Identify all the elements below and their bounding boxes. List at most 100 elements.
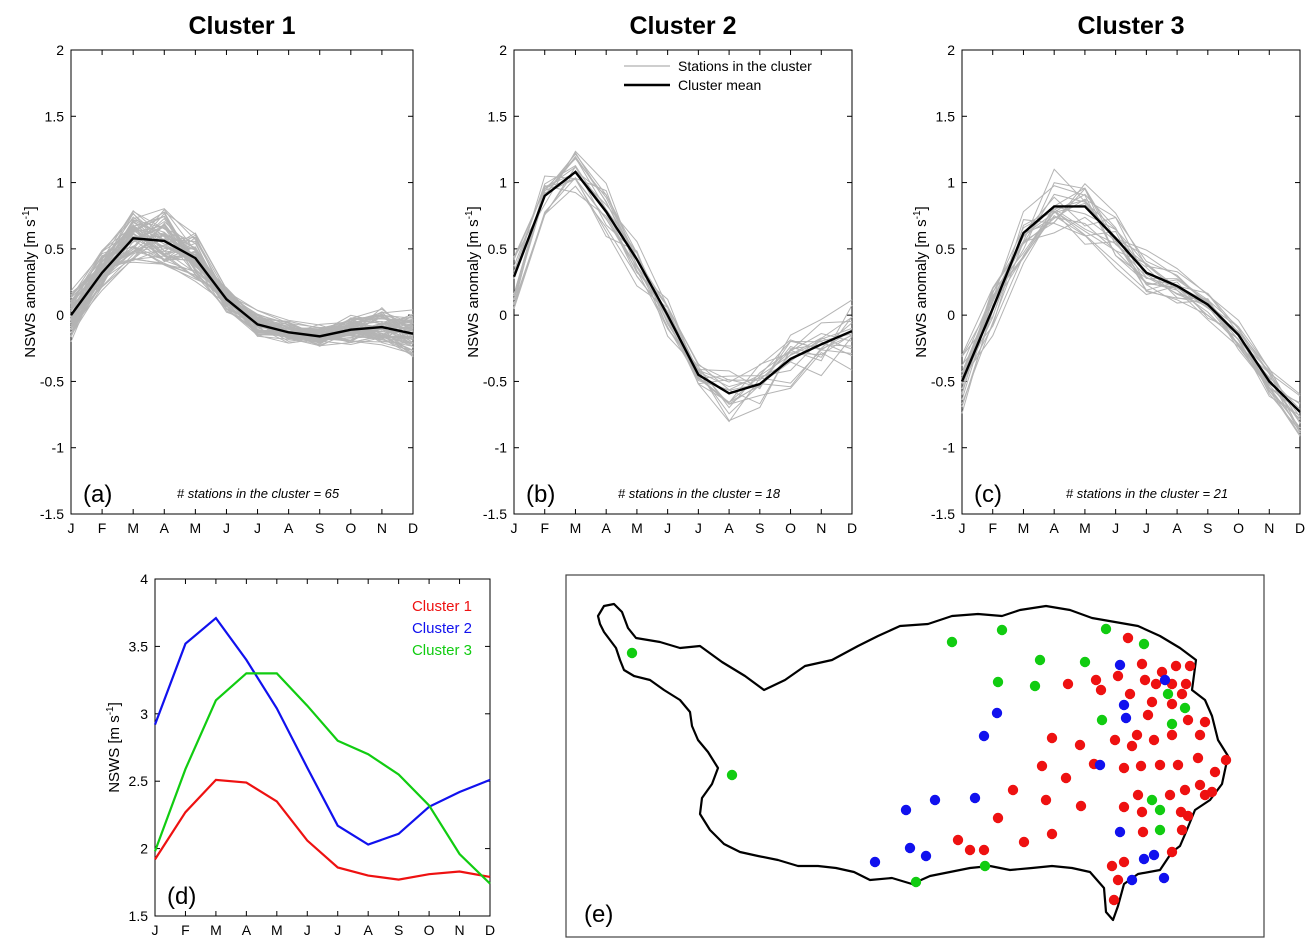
station-marker-cluster-1 [1137,826,1149,838]
station-marker-cluster-3 [1154,804,1166,816]
x-tick-label: N [816,520,826,536]
station-marker-cluster-2 [978,730,990,742]
station-line [513,172,853,391]
station-marker-cluster-3 [1034,654,1046,666]
x-tick-label: F [988,520,997,536]
y-axis-label: NSWS anomaly [m s-1] [21,206,39,357]
legend-label: Stations in the cluster [678,58,812,74]
x-tick-label: J [1143,520,1150,536]
station-line [513,178,853,423]
station-marker-cluster-1 [1106,860,1118,872]
station-marker-cluster-1 [1199,716,1211,728]
station-marker-cluster-1 [1112,670,1124,682]
panel-label: (d) [167,883,196,910]
x-tick-label: M [127,520,139,536]
station-marker-cluster-1 [1139,674,1151,686]
station-marker-cluster-3 [1166,718,1178,730]
station-marker-cluster-1 [1170,660,1182,672]
station-marker-cluster-1 [1046,732,1058,744]
station-marker-cluster-3 [626,647,638,659]
station-marker-cluster-1 [978,844,990,856]
station-marker-cluster-3 [1146,794,1158,806]
map-frame [565,574,1265,938]
x-tick-label: A [160,520,170,536]
station-marker-cluster-1 [1206,786,1218,798]
panel-label-e: (e) [584,901,613,928]
panel-d: 1.5 2 2.5 3 3.5 4 J F M A M J J A S O N D NSWS [m s-1] Clus… [105,571,495,938]
station-marker-cluster-1 [1182,714,1194,726]
x-tick-label: A [364,922,374,938]
x-tick-label: A [242,922,252,938]
y-tick-label: 1.5 [936,108,956,124]
station-marker-cluster-1 [1046,828,1058,840]
station-count-note: # stations in the cluster = 21 [1066,486,1228,501]
station-marker-cluster-1 [1007,784,1019,796]
station-line [513,166,853,404]
y-tick-label: -0.5 [40,373,64,389]
station-marker-cluster-1 [1118,856,1130,868]
station-marker-cluster-1 [1172,759,1184,771]
y-axis-label: NSWS [m s-1] [105,702,123,793]
station-marker-cluster-2 [1126,874,1138,886]
y-tick-label: -0.5 [931,373,955,389]
station-marker-cluster-3 [996,624,1008,636]
station-marker-cluster-2 [1148,849,1160,861]
y-tick-label: -1.5 [931,506,955,522]
plateau-outline [596,602,1230,922]
station-marker-cluster-1 [1090,674,1102,686]
station-markers [626,623,1232,906]
x-tick-label: N [377,520,387,536]
station-line [961,187,1301,405]
station-marker-cluster-1 [1122,632,1134,644]
x-tick-label: O [785,520,796,536]
x-tick-label: J [695,520,702,536]
x-tick-label: A [724,520,734,536]
x-tick-label: A [1050,520,1060,536]
panel-label: (a) [83,481,112,508]
station-line [961,187,1301,432]
legend-entry: Cluster 1 [412,598,472,615]
cluster-mean-line [960,205,1301,413]
station-marker-cluster-1 [1150,678,1162,690]
x-tick-label: O [345,520,356,536]
station-line [513,165,853,405]
station-marker-cluster-3 [992,676,1004,688]
station-line [961,208,1301,424]
station-line [961,210,1301,434]
station-marker-cluster-2 [1094,759,1106,771]
y-tick-label: -0.5 [483,373,507,389]
station-marker-cluster-1 [1126,740,1138,752]
x-tick-label: M [271,922,283,938]
y-tick-label: 1.5 [488,108,508,124]
station-marker-cluster-3 [1079,656,1091,668]
station-marker-cluster-3 [979,860,991,872]
station-marker-cluster-1 [1136,806,1148,818]
station-line [513,176,853,422]
station-line [961,196,1301,423]
station-marker-cluster-2 [1114,826,1126,838]
station-marker-cluster-1 [1209,766,1221,778]
station-line [961,205,1301,420]
x-tick-label: J [304,922,311,938]
station-marker-cluster-1 [1184,660,1196,672]
station-marker-cluster-3 [1154,824,1166,836]
station-marker-cluster-2 [1158,872,1170,884]
station-marker-cluster-1 [1148,734,1160,746]
legend-entry: Cluster 2 [412,620,472,637]
station-marker-cluster-1 [1062,678,1074,690]
chart-title: Cluster 1 [189,12,296,40]
x-tick-label: J [959,520,966,536]
station-marker-cluster-2 [869,856,881,868]
x-tick-label: M [190,520,202,536]
x-tick-label: D [485,922,495,938]
x-tick-label: M [570,520,582,536]
plot-frame [961,49,1301,515]
y-tick-label: 1.5 [45,108,65,124]
x-tick-label: S [1203,520,1212,536]
station-line [513,170,853,415]
station-line [70,224,414,341]
station-marker-cluster-1 [1095,684,1107,696]
station-line [961,198,1301,428]
station-marker-cluster-3 [1029,680,1041,692]
